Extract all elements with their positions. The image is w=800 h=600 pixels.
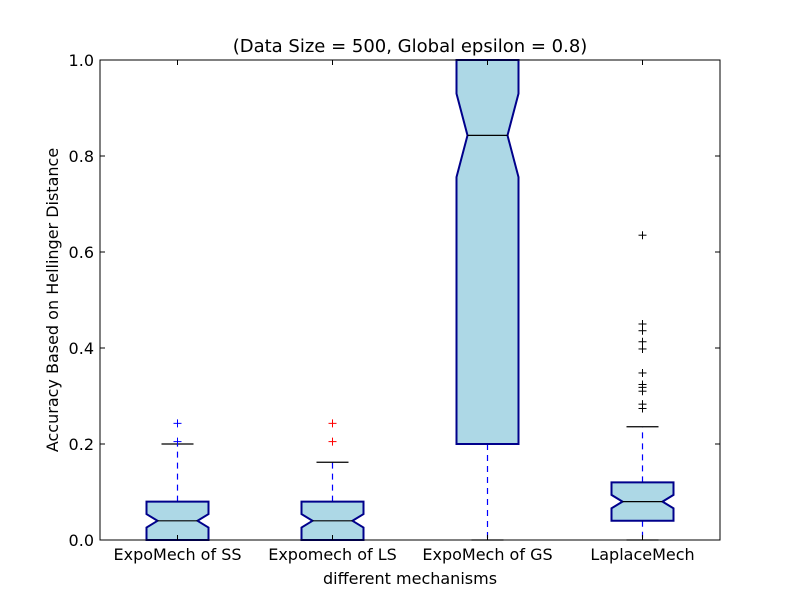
- outlier-point: [173, 419, 182, 428]
- box-group: [610, 231, 675, 541]
- outlier-point: [173, 437, 182, 446]
- outlier-point: [638, 380, 647, 389]
- outlier-point: [638, 320, 647, 328]
- outlier-point: [638, 400, 647, 409]
- y-tick-label: 0.4: [69, 339, 94, 358]
- chart-title: (Data Size = 500, Global epsilon = 0.8): [233, 36, 588, 57]
- x-axis-label: different mechanisms: [323, 569, 497, 588]
- plot-area: [145, 59, 675, 541]
- y-tick-label: 1.0: [69, 51, 94, 70]
- plot-frame: [99, 59, 721, 541]
- y-tick-label: 0.8: [69, 147, 94, 166]
- outlier-point: [638, 368, 647, 377]
- y-tick-label: 0.2: [69, 435, 94, 454]
- box-body: [455, 59, 520, 445]
- x-tick-label: ExpoMech of GS: [422, 545, 552, 564]
- outlier-point: [638, 344, 647, 353]
- x-tick-label: Expomech of LS: [268, 545, 397, 564]
- outlier-point: [328, 437, 337, 446]
- box-group: [455, 59, 520, 541]
- outlier-point: [638, 231, 647, 240]
- x-tick-label: ExpoMech of SS: [113, 545, 241, 564]
- box-group: [300, 419, 365, 541]
- outlier-point: [638, 337, 647, 346]
- box-group: [145, 419, 210, 541]
- y-tick-label: 0.6: [69, 243, 94, 262]
- outlier-point: [638, 326, 647, 335]
- y-tick-label: 0.0: [69, 531, 94, 550]
- y-axis-label: Accuracy Based on Hellinger Distance: [43, 148, 62, 452]
- axis-ticks: ExpoMech of SS Expomech of LS ExpoMech of …: [69, 51, 720, 564]
- x-tick-label: LaplaceMech: [590, 545, 694, 564]
- outlier-point: [328, 419, 337, 428]
